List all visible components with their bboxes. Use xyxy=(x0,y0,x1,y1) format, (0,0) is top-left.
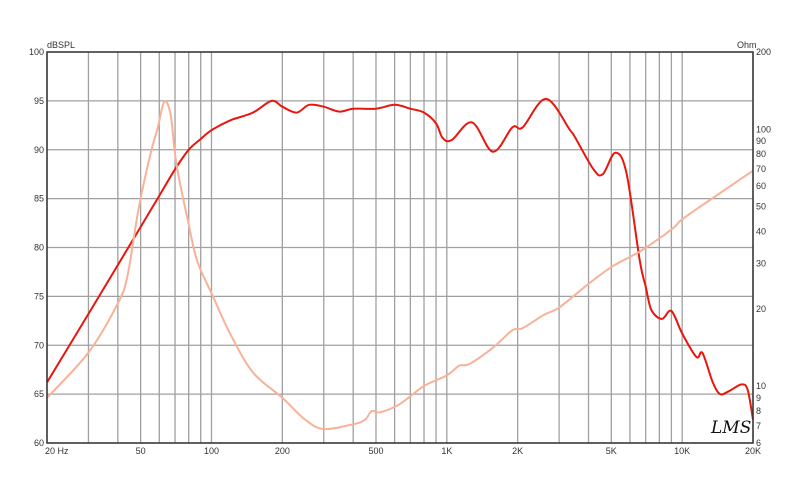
lms-logo: LMS xyxy=(710,418,751,438)
series-group xyxy=(46,97,754,431)
x-tick-label: 5K xyxy=(606,446,617,456)
y-left-tick-label: 70 xyxy=(34,340,44,350)
y-right-tick-label: 20 xyxy=(756,304,766,314)
y-left-tick-label: 80 xyxy=(34,243,44,253)
y-right-tick-label: 30 xyxy=(756,259,766,269)
y-right-tick-label: 80 xyxy=(756,149,766,159)
y-axis-right-label: Ohm xyxy=(737,40,757,50)
x-tick-label: 1K xyxy=(441,446,452,456)
x-tick-label: 50 xyxy=(136,446,146,456)
x-tick-label: 20K xyxy=(745,446,761,456)
y-left-tick-label: 95 xyxy=(34,96,44,106)
y-right-tick-label: 8 xyxy=(756,406,761,416)
y-right-tick-label: 100 xyxy=(756,124,771,134)
y-left-tick-label: 60 xyxy=(34,438,44,448)
y-left-tick-label: 85 xyxy=(34,194,44,204)
y-right-tick-label: 7 xyxy=(756,421,761,431)
y-right-tick-label: 70 xyxy=(756,164,766,174)
y-right-tick-label: 10 xyxy=(756,381,766,391)
x-tick-label: 500 xyxy=(368,446,383,456)
plot-frame xyxy=(46,51,754,444)
x-tick-label: 10K xyxy=(674,446,690,456)
x-tick-label: 2K xyxy=(512,446,523,456)
y-right-tick-label: 60 xyxy=(756,181,766,191)
y-axis-left-label: dBSPL xyxy=(47,40,75,50)
y-right-tick-label: 6 xyxy=(756,438,761,448)
y-right-tick-label: 40 xyxy=(756,226,766,236)
x-tick-label: 100 xyxy=(204,446,219,456)
x-tick-label: 200 xyxy=(275,446,290,456)
y-right-tick-label: 200 xyxy=(756,47,771,57)
y-left-tick-label: 65 xyxy=(34,389,44,399)
y-right-tick-label: 90 xyxy=(756,136,766,146)
impedance-curve xyxy=(46,100,754,431)
y-left-tick-label: 75 xyxy=(34,291,44,301)
y-left-tick-label: 100 xyxy=(29,47,44,57)
tick-labels: 60 65 70 75 80 85 90 95 100 200 100 90 80 70 60 50 40 30 2… xyxy=(29,47,771,456)
x-tick-label: 20 Hz xyxy=(45,446,69,456)
y-right-tick-label: 50 xyxy=(756,202,766,212)
y-left-tick-label: 90 xyxy=(34,145,44,155)
y-right-tick-label: 9 xyxy=(756,393,761,403)
spl-curve xyxy=(46,97,754,420)
